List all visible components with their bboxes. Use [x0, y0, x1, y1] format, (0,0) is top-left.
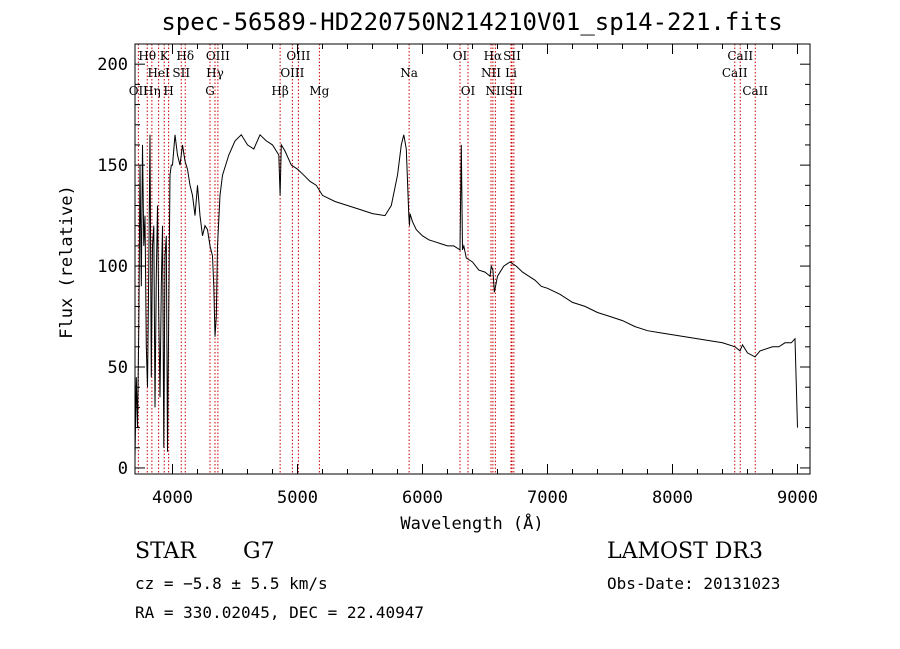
x-tick-label: 7000 — [527, 488, 568, 508]
spectrum-line — [134, 133, 798, 458]
line-marker-label: Hδ — [176, 49, 194, 63]
x-axis-ticks: 4000 5000 6000 7000 8000 9000 — [152, 44, 818, 508]
x-tick-label: 9000 — [777, 488, 818, 508]
object-subclass: G7 — [243, 539, 275, 564]
line-marker-label: Hθ — [138, 49, 156, 63]
x-tick-label: 6000 — [402, 488, 443, 508]
line-marker-label: Hα — [484, 49, 503, 63]
y-tick-label: 200 — [97, 55, 128, 75]
y-tick-label: 0 — [118, 459, 128, 479]
x-axis-label: Wavelength (Å) — [400, 512, 543, 534]
line-marker-label: H — [163, 84, 173, 98]
line-marker-label: NII — [481, 66, 501, 80]
line-marker-label: OII — [129, 84, 149, 98]
line-marker-label: NII — [485, 84, 505, 98]
line-marker-label: CaII — [727, 49, 753, 63]
line-marker-label: OIII — [280, 66, 304, 80]
line-marker-label: Na — [400, 66, 418, 80]
y-tick-label: 100 — [97, 257, 128, 277]
coordinates-text: RA = 330.02045, DEC = 22.40947 — [135, 603, 424, 622]
line-marker-label: OI — [461, 84, 476, 98]
emission-line-markers — [137, 44, 756, 474]
emission-line-labels: OII Hθ Hη HeI K H SII Hδ Hγ G OIII Hβ OIII OIII Mg Na OI… — [129, 49, 769, 98]
line-marker-label: OIII — [286, 49, 310, 63]
y-tick-label: 150 — [97, 156, 128, 176]
line-marker-label: SII — [505, 84, 523, 98]
line-marker-label: CaII — [722, 66, 748, 80]
survey-name: LAMOST DR3 — [607, 539, 763, 564]
x-tick-label: 5000 — [277, 488, 318, 508]
line-marker-label: OIII — [206, 49, 230, 63]
line-marker-label: Hβ — [271, 84, 288, 98]
observation-date: Obs-Date: 20131023 — [607, 574, 781, 593]
plot-frame — [134, 43, 811, 475]
line-marker-label: CaII — [742, 84, 768, 98]
x-tick-label: 4000 — [152, 488, 193, 508]
line-marker-label: Li — [505, 66, 517, 80]
line-marker-label: Hη — [143, 84, 161, 98]
object-class: STAR — [135, 539, 196, 564]
line-marker-label: SII — [503, 49, 521, 63]
line-marker-label: OI — [453, 49, 468, 63]
y-tick-label: 50 — [108, 358, 128, 378]
x-tick-label: 8000 — [652, 488, 693, 508]
line-marker-label: Mg — [309, 84, 329, 98]
line-marker-label: HeI — [147, 66, 170, 80]
line-marker-label: SII — [172, 66, 190, 80]
y-axis-ticks: 0 50 100 150 200 — [97, 55, 810, 479]
y-axis-label: Flux (relative) — [57, 185, 77, 339]
line-marker-label: Hγ — [206, 66, 224, 80]
line-marker-label: G — [205, 84, 215, 98]
redshift-text: cz = −5.8 ± 5.5 km/s — [135, 574, 328, 593]
chart-title: spec-56589-HD220750N214210V01_sp14-221.f… — [161, 8, 783, 36]
line-marker-label: K — [160, 49, 170, 63]
